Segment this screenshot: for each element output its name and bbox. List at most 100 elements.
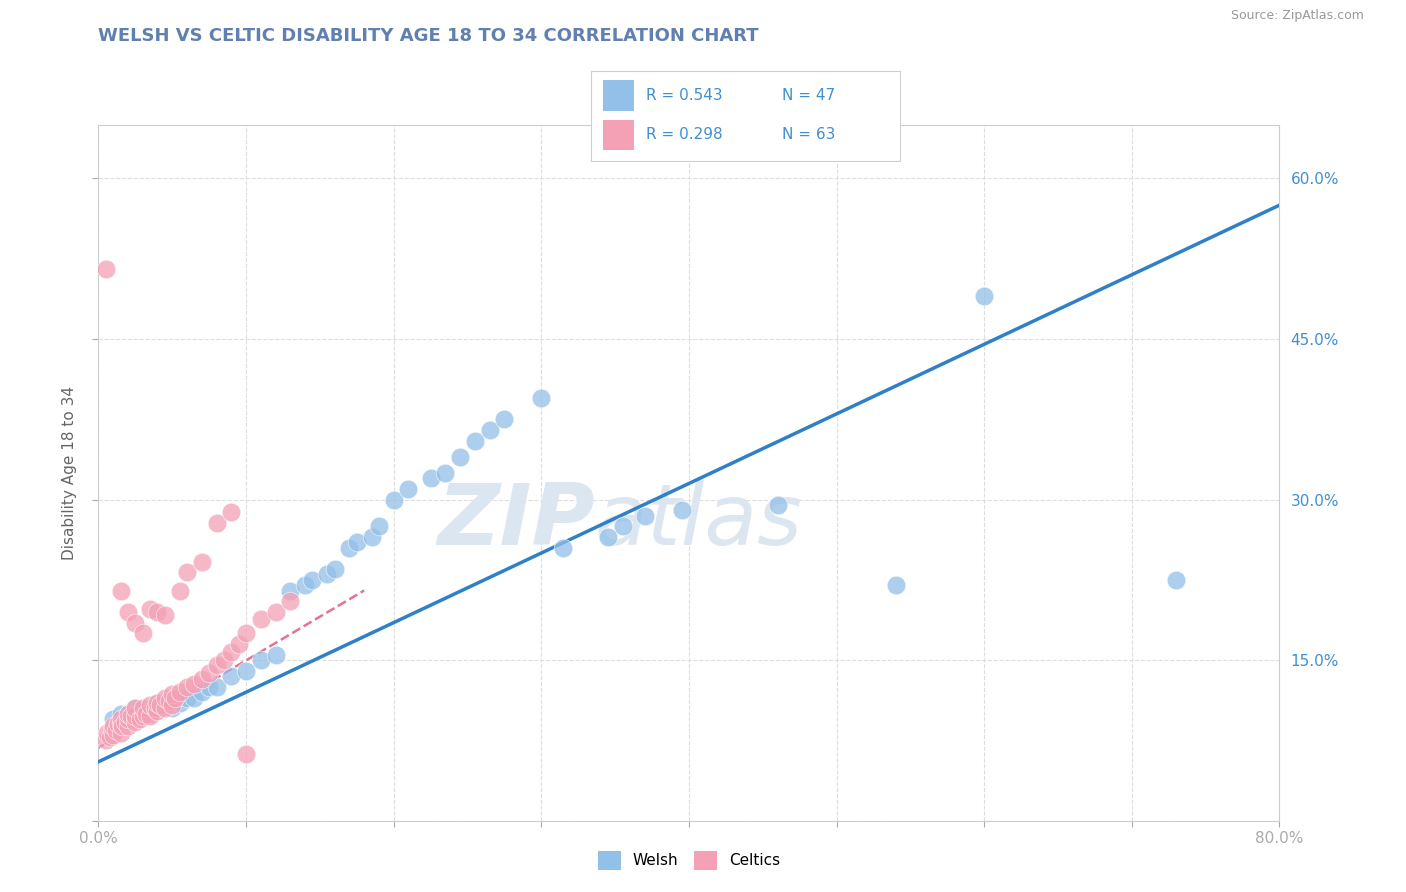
Point (139, 601, 162, 615)
Point (183, 690, 205, 705)
Point (146, 705, 169, 719)
Point (169, 696, 191, 710)
Point (884, 578, 907, 592)
Point (117, 605, 139, 619)
Point (198, 680, 221, 694)
Point (110, 583, 132, 598)
Point (360, 530, 382, 544)
Point (235, 626, 257, 640)
Point (198, 665, 221, 680)
Point (153, 690, 176, 705)
Point (103, 728, 125, 742)
Point (111, 719, 134, 733)
Point (94, 733, 117, 747)
Text: N = 47: N = 47 (782, 88, 835, 103)
Point (1164, 573, 1187, 587)
Point (494, 412, 516, 426)
Point (176, 680, 198, 694)
Point (117, 706, 139, 721)
Point (98, 730, 121, 744)
Point (117, 719, 139, 733)
Point (124, 701, 146, 715)
Point (530, 391, 553, 405)
Point (135, 706, 157, 721)
Point (264, 605, 287, 619)
Point (294, 578, 316, 592)
Y-axis label: Disability Age 18 to 34: Disability Age 18 to 34 (62, 385, 77, 560)
Point (146, 605, 169, 619)
Point (346, 535, 368, 549)
Point (143, 701, 166, 715)
Point (464, 434, 486, 448)
Point (169, 685, 191, 699)
Point (114, 715, 136, 730)
Point (191, 673, 214, 687)
Point (553, 541, 575, 555)
Point (103, 719, 125, 733)
Point (157, 694, 180, 708)
Point (176, 566, 198, 580)
Point (434, 466, 457, 480)
Point (278, 594, 302, 608)
Point (132, 706, 155, 721)
Point (183, 676, 205, 690)
Point (596, 530, 619, 544)
Point (110, 712, 132, 726)
Point (176, 690, 198, 705)
Point (671, 503, 693, 517)
Point (419, 471, 441, 485)
Point (139, 708, 162, 723)
Point (228, 637, 250, 651)
Point (250, 653, 273, 667)
Point (212, 653, 235, 667)
Point (96, 726, 118, 740)
Point (162, 701, 183, 715)
Point (124, 615, 146, 630)
Point (449, 450, 471, 464)
Point (766, 498, 789, 512)
Point (191, 685, 214, 699)
Point (153, 608, 176, 623)
Point (132, 708, 155, 723)
Point (103, 712, 125, 726)
Point (301, 573, 323, 587)
Point (139, 706, 162, 721)
Point (117, 712, 139, 726)
Point (612, 519, 634, 533)
Point (146, 696, 169, 710)
Point (205, 680, 228, 694)
Point (368, 519, 391, 533)
Point (110, 726, 132, 740)
Point (128, 712, 150, 726)
Point (278, 583, 302, 598)
Point (124, 701, 146, 715)
Point (132, 701, 155, 715)
Point (235, 747, 257, 762)
Point (382, 492, 405, 507)
Point (153, 701, 176, 715)
Point (205, 516, 228, 530)
Point (162, 687, 183, 701)
Bar (603, 120, 634, 150)
Bar (603, 80, 634, 111)
Text: R = 0.298: R = 0.298 (647, 128, 723, 142)
Point (153, 696, 176, 710)
Point (139, 698, 162, 712)
Point (219, 669, 242, 683)
Point (149, 698, 172, 712)
Point (107, 717, 129, 731)
Point (110, 717, 132, 731)
Point (191, 555, 214, 569)
Point (165, 690, 187, 705)
Point (110, 706, 132, 721)
Point (323, 562, 346, 576)
Text: R = 0.543: R = 0.543 (647, 88, 723, 103)
Text: ZIP: ZIP (437, 480, 595, 563)
Point (120, 708, 142, 723)
Point (94, 262, 117, 277)
Point (205, 658, 228, 673)
Point (264, 648, 287, 662)
Point (146, 701, 169, 715)
Text: atlas: atlas (595, 480, 803, 563)
Point (973, 289, 995, 303)
